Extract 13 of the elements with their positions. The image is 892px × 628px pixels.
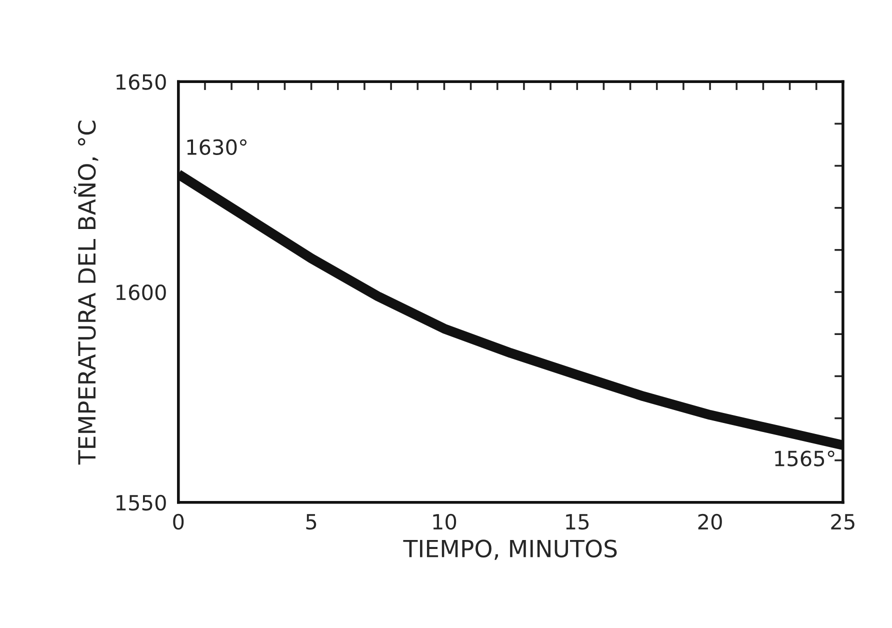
annotation: 1565° — [775, 450, 834, 466]
y-axis-title: TEMPERATURA DEL BAÑO, °C — [74, 120, 98, 465]
x-tick-label: 25 — [831, 514, 854, 530]
x-tick-label: 20 — [698, 514, 722, 530]
y-tick-label: 1600 — [116, 284, 166, 300]
x-tick-label: 10 — [433, 514, 456, 530]
annotation: 1630° — [187, 139, 246, 156]
x-axis-title: TIEMPO, MINUTOS — [403, 540, 617, 560]
y-tick-label: 1650 — [116, 74, 166, 90]
x-tick-label: 5 — [306, 514, 316, 530]
x-tick-label: 0 — [173, 514, 184, 530]
x-tick-label: 15 — [566, 514, 589, 530]
y-tick-label: 1550 — [116, 494, 166, 511]
